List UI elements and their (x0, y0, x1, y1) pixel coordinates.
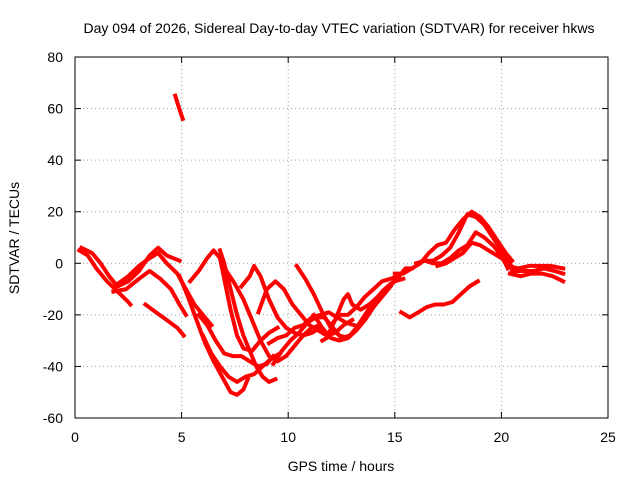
series-arc-4 (114, 251, 215, 329)
axis-ticks (74, 56, 609, 419)
series-arc-2 (76, 247, 134, 308)
data-series-group (76, 93, 566, 397)
y-tick-label: 80 (47, 49, 63, 65)
series-arc-5 (142, 301, 187, 339)
series-arc-26 (505, 263, 566, 271)
series-arc-21 (392, 209, 515, 276)
y-tick-label: -20 (43, 307, 63, 323)
series-arc-6 (172, 93, 186, 122)
x-tick-label: 5 (178, 429, 186, 445)
x-axis-label: GPS time / hours (288, 458, 395, 474)
y-tick-label: 20 (47, 204, 63, 220)
chart-title: Day 094 of 2026, Sidereal Day-to-day VTE… (84, 20, 595, 36)
x-tick-label: 20 (494, 429, 510, 445)
series-arc-3 (111, 269, 189, 318)
y-tick-label: -60 (43, 410, 63, 426)
series-arc-11 (217, 247, 279, 384)
series-arc-15 (266, 310, 357, 346)
series-arc-13 (238, 263, 323, 338)
y-tick-label: 0 (55, 255, 63, 271)
x-tick-label: 15 (387, 429, 403, 445)
series-arc-10 (200, 332, 283, 384)
series-arc-17 (293, 263, 394, 341)
series-arc-1 (78, 245, 183, 289)
series-arc-22 (413, 212, 517, 274)
y-tick-label: 40 (47, 152, 63, 168)
series-arc-24 (434, 240, 509, 269)
series-arc-27 (507, 271, 566, 284)
series-arc-7 (176, 273, 251, 397)
x-tick-label: 0 (71, 429, 79, 445)
y-tick-labels: -60 -40 -20 0 20 40 60 80 (43, 49, 63, 426)
x-tick-label: 25 (600, 429, 616, 445)
y-tick-label: 60 (47, 101, 63, 117)
y-axis-label: SDTVAR / TECUs (6, 182, 22, 294)
x-tick-labels: 0 5 10 15 20 25 (71, 429, 616, 445)
series-arc-25 (398, 278, 481, 320)
series-arc-28 (510, 266, 566, 277)
x-tick-label: 10 (280, 429, 296, 445)
y-tick-label: -40 (43, 358, 63, 374)
grid-lines (75, 57, 608, 418)
plot-frame (74, 56, 609, 419)
